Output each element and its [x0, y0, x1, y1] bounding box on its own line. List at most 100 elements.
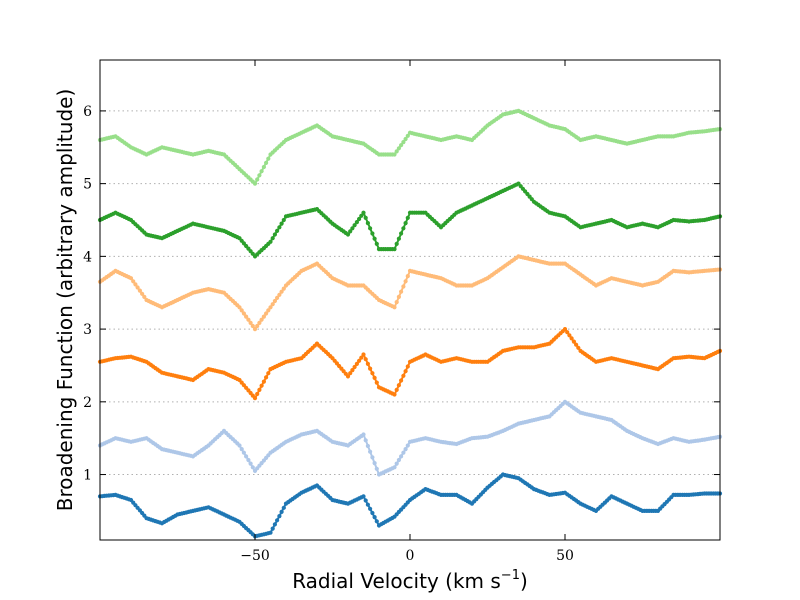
series-point [405, 364, 410, 369]
series-point [277, 292, 282, 297]
series-point [576, 345, 581, 350]
series-point [370, 455, 375, 460]
series-point [264, 311, 269, 316]
series-point [270, 302, 275, 307]
series-point [361, 352, 366, 357]
y-tick-label: 4 [83, 249, 92, 265]
series-point [394, 300, 399, 305]
series-point [255, 323, 260, 329]
series-point [361, 494, 366, 499]
series-point [396, 146, 401, 151]
series-point [405, 133, 410, 138]
series-point [277, 514, 282, 519]
series-point [372, 375, 377, 380]
series-point [135, 285, 140, 290]
series-point [372, 461, 377, 466]
series-point [401, 284, 406, 289]
series-point [394, 387, 399, 392]
series-point [264, 375, 269, 380]
series-3 [97, 327, 723, 401]
series-point [403, 447, 408, 452]
series-point [354, 220, 359, 225]
series-point [264, 160, 269, 165]
series-point [268, 305, 273, 310]
series-point [363, 498, 368, 503]
series-point [259, 383, 264, 388]
series-point [374, 466, 379, 471]
series-point [128, 276, 134, 281]
series-point [272, 232, 277, 237]
series-point [244, 454, 249, 459]
series-point [352, 364, 357, 370]
series-point [255, 177, 260, 182]
series-point [137, 288, 142, 293]
series-point [392, 247, 397, 252]
series-point [255, 391, 260, 397]
series-point [279, 221, 284, 226]
series-point [567, 333, 572, 338]
series-1 [97, 472, 723, 539]
x-axis-label: Radial Velocity (km s−1) [292, 568, 528, 593]
series-line [99, 109, 721, 186]
series-point [359, 355, 364, 360]
x-tick-label: 50 [556, 548, 574, 564]
series-point [562, 327, 568, 332]
series-point [401, 226, 406, 231]
series-point [372, 515, 377, 520]
series-point [239, 308, 244, 313]
series-point [239, 447, 244, 452]
series-point [357, 216, 362, 222]
series-point [252, 181, 258, 186]
series-point [396, 294, 401, 299]
x-axis: −50 0 50 [240, 60, 574, 564]
series-point [365, 361, 370, 366]
series-point [266, 156, 271, 161]
y-tick-label: 1 [83, 468, 92, 484]
series-group [97, 108, 723, 539]
series-point [272, 522, 277, 527]
series-point [396, 236, 401, 241]
series-point [142, 294, 147, 299]
series-point [266, 308, 271, 313]
series-point [394, 461, 399, 466]
series-point [348, 371, 353, 376]
series-point [370, 231, 375, 236]
series-point [365, 221, 370, 226]
series-point [403, 221, 408, 226]
series-point [363, 357, 368, 362]
series-5 [97, 181, 723, 259]
series-point [401, 373, 406, 378]
series-point [399, 378, 404, 383]
series-point [372, 236, 377, 241]
series-point [237, 443, 242, 448]
series-point [368, 449, 373, 454]
series-point [405, 215, 410, 220]
series-point [257, 320, 262, 325]
series-point [275, 228, 280, 233]
series-point [259, 169, 264, 174]
series-point [279, 289, 284, 294]
series-point [405, 443, 410, 448]
series-point [354, 361, 359, 366]
series-4 [97, 254, 723, 332]
series-point [281, 217, 286, 223]
series-point [257, 173, 262, 178]
series-point [345, 232, 351, 237]
series-point [396, 383, 401, 388]
series-point [279, 509, 284, 514]
series-point [270, 236, 275, 241]
series-point [374, 241, 379, 246]
series-point [365, 502, 370, 507]
series-point [352, 223, 357, 228]
series-point [266, 371, 271, 376]
series-point [399, 231, 404, 236]
series-point [261, 164, 266, 170]
series-point [277, 225, 282, 230]
series-point [348, 229, 353, 234]
y-axis: 1 2 3 4 5 6 [83, 104, 720, 484]
series-point [399, 143, 404, 148]
series-point [363, 438, 368, 443]
series-point [270, 526, 275, 531]
series-point [569, 336, 574, 341]
